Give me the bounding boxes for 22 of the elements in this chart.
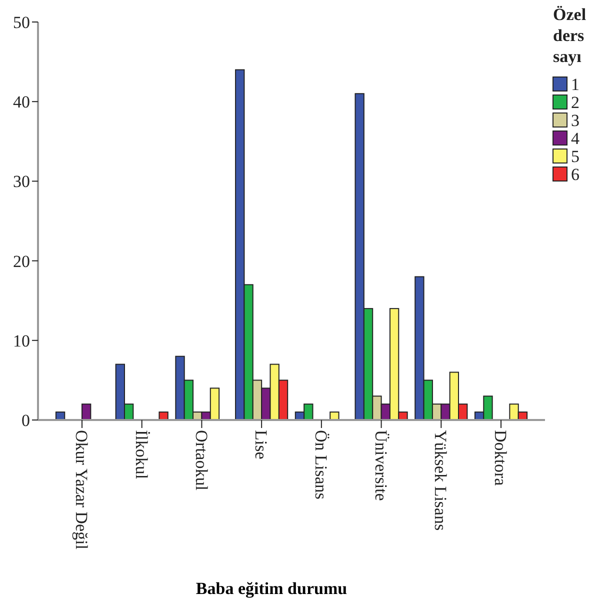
- x-tick-label: Doktora: [491, 430, 510, 486]
- y-tick-label: 30: [13, 172, 30, 192]
- legend-label: 3: [571, 110, 580, 130]
- x-tick-label: İlkokul: [132, 430, 151, 480]
- y-tick-label: 20: [13, 252, 30, 271]
- y-tick-label: 10: [13, 331, 30, 350]
- x-tick-label: Ortaokul: [192, 430, 211, 491]
- x-tick-label: Ön Lisans: [311, 430, 330, 500]
- legend-label: 5: [571, 146, 580, 166]
- legend-title: Özel ders sayı: [553, 5, 586, 66]
- legend-label: 2: [571, 92, 580, 112]
- x-tick-label: Üniversite: [371, 430, 390, 501]
- y-tick-label: 50: [13, 12, 30, 32]
- x-tick-label: Yüksek Lisans: [431, 430, 450, 531]
- x-axis-title: Baba eğitim durumu: [196, 579, 348, 598]
- legend-label: 6: [571, 164, 580, 184]
- y-tick-label: 0: [22, 410, 30, 430]
- legend-label: 1: [571, 74, 580, 94]
- x-tick-label: Lise: [252, 430, 271, 460]
- y-tick-label: 40: [13, 92, 30, 112]
- x-tick-label: Okur Yazar Değil: [72, 430, 92, 550]
- legend-label: 4: [571, 128, 580, 148]
